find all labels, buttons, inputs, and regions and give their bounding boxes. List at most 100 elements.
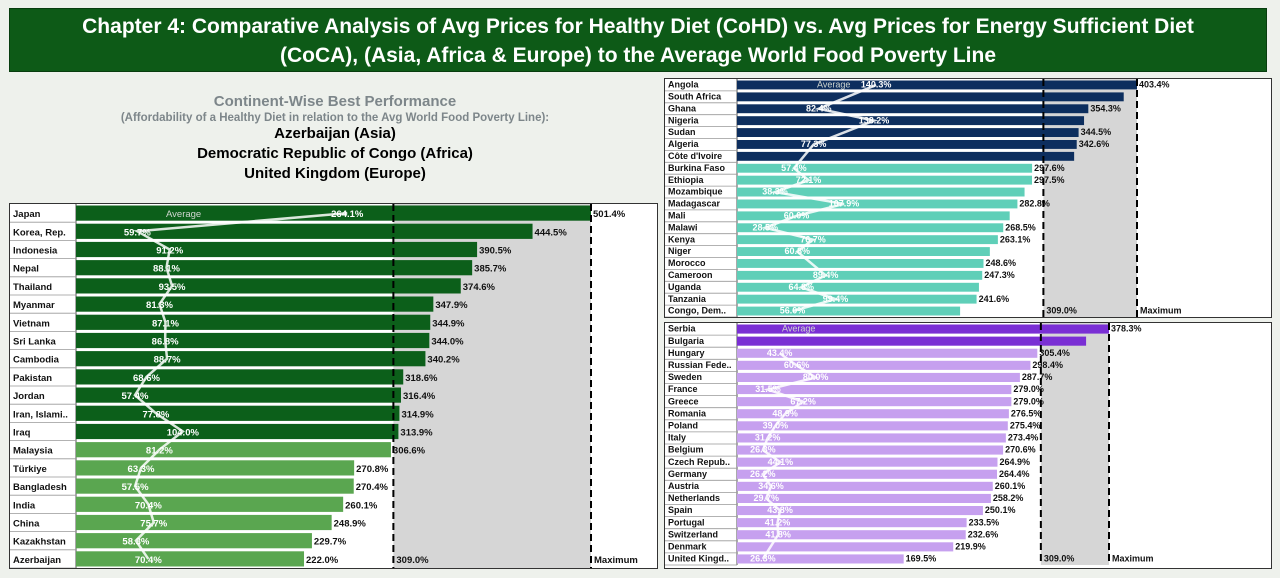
africa-category-label: Malawi (668, 222, 698, 232)
asia-category-label: Cambodia (13, 355, 60, 366)
europe-bar (737, 493, 991, 503)
europe-category-label: Spain (668, 505, 693, 515)
africa-value-label: 344.5% (1081, 127, 1112, 137)
asia-average-value-label: 70.4% (135, 555, 162, 566)
asia-value-label: 260.1% (345, 500, 378, 511)
europe-category-label: Russian Fede.. (668, 360, 732, 370)
asia-value-label: 248.9% (334, 519, 367, 530)
africa-average-value-label: 28.5% (752, 222, 778, 232)
europe-bar (737, 445, 1004, 455)
asia-value-label: 444.5% (535, 227, 568, 238)
europe-bar (737, 385, 1012, 395)
asia-average-value-label: 81.3% (146, 300, 173, 311)
europe-maximum-label: Maximum (1112, 554, 1154, 564)
asia-bar (76, 533, 312, 549)
africa-average-value-label: 72.1% (796, 175, 822, 185)
asia-category-label: China (13, 519, 40, 530)
europe-bar (737, 433, 1006, 443)
africa-bar (737, 92, 1124, 102)
asia-average-value-label: 68.6% (133, 373, 160, 384)
europe-value-label: 276.5% (1011, 408, 1042, 418)
asia-max-band (393, 204, 591, 568)
africa-value-label: 282.8% (1019, 199, 1050, 209)
asia-bar (76, 405, 400, 421)
africa-bar (737, 163, 1033, 173)
africa-value-label: 248.6% (986, 258, 1017, 268)
europe-value-label: 275.4% (1010, 421, 1041, 431)
europe-value-label: 219.9% (955, 542, 986, 552)
asia-bar (76, 478, 354, 494)
asia-bar (76, 369, 404, 385)
asia-average-value-label: 88.1% (153, 264, 180, 275)
europe-value-label: 279.0% (1013, 396, 1044, 406)
africa-maximum-label: Maximum (1140, 306, 1182, 316)
asia-value-label: 374.6% (463, 282, 496, 293)
asia-value-label: 270.4% (356, 482, 389, 493)
best-europe: United Kingdom (Europe) (244, 165, 426, 182)
africa-category-label: Cameroon (668, 270, 713, 280)
africa-average-value-label: 99.4% (823, 294, 849, 304)
africa-average-value-label: 82.4% (806, 103, 832, 113)
asia-bar (76, 332, 430, 349)
europe-average-value-label: 67.2% (790, 396, 816, 406)
asia-bar (76, 260, 473, 276)
africa-average-value-label: 107.9% (829, 199, 860, 209)
africa-average-value-label: 77.3% (801, 139, 827, 149)
africa-category-label: Burkina Faso (668, 163, 726, 173)
africa-bar-chart: Angola 403.4% South Africa Ghana 354.3% Niger… (665, 79, 1182, 318)
asia-value-label: 306.6% (393, 446, 426, 457)
africa-category-label: Morocco (668, 258, 706, 268)
europe-category-label: Germany (668, 469, 707, 479)
europe-average-label: Average (782, 324, 815, 334)
europe-category-label: France (668, 384, 698, 394)
asia-category-label: India (13, 500, 36, 511)
asia-bar (76, 351, 426, 367)
asia-category-label: Thailand (13, 282, 52, 293)
africa-bar (737, 282, 979, 292)
europe-reference-label: 309.0% (1044, 554, 1075, 564)
africa-bar (737, 128, 1079, 137)
europe-value-label: 232.6% (968, 529, 999, 539)
europe-value-label: 305.4% (1039, 348, 1070, 358)
europe-category-label: Belgium (668, 445, 704, 455)
europe-average-value-label: 31.5% (755, 384, 781, 394)
europe-bar (737, 348, 1038, 358)
africa-average-value-label: 60.0% (784, 210, 810, 220)
europe-category-label: Poland (668, 421, 698, 431)
europe-value-label: 264.4% (999, 469, 1030, 479)
africa-max-band (1043, 79, 1137, 317)
asia-category-label: Korea, Rep. (13, 227, 66, 238)
europe-value-label: 273.4% (1008, 433, 1039, 443)
asia-value-label: 501.4% (593, 209, 626, 220)
asia-bar (76, 423, 399, 440)
africa-average-value-label: 76.7% (800, 234, 826, 244)
europe-average-value-label: 39.0% (763, 421, 789, 431)
europe-average-value-label: 26.3% (750, 554, 776, 564)
asia-category-label: Myanmar (13, 300, 55, 311)
europe-average-value-label: 80.0% (803, 372, 829, 382)
africa-average-value-label: 60.8% (785, 246, 811, 256)
europe-chart-panel: Serbia 378.3% Bulgaria Hungary 305.4% Russian… (664, 322, 1272, 569)
asia-average-value-label: 75.7% (140, 519, 167, 530)
asia-category-label: Azerbaijan (13, 555, 61, 566)
asia-average-value-label: 264.1% (331, 209, 364, 220)
africa-category-label: Côte d'Ivoire (668, 151, 722, 161)
africa-category-label: Algeria (668, 139, 700, 149)
africa-value-label: 263.1% (1000, 234, 1031, 244)
best-performance-subtitle: (Affordability of a Healthy Diet in rela… (120, 112, 550, 124)
europe-category-label: Netherlands (668, 493, 720, 503)
africa-value-label: 241.6% (979, 294, 1010, 304)
africa-value-label: 342.6% (1079, 139, 1110, 149)
europe-category-label: Switzerland (668, 529, 718, 539)
africa-value-label: 268.5% (1005, 222, 1036, 232)
europe-category-label: Austria (668, 481, 700, 491)
africa-bar (737, 235, 998, 245)
asia-average-value-label: 91.2% (156, 246, 183, 257)
asia-average-value-label: 88.7% (154, 355, 181, 366)
europe-bar (737, 530, 966, 540)
asia-bar-chart: Japan 501.4% Korea, Rep. 444.5% Indonesia 390… (10, 204, 638, 569)
asia-average-line (133, 211, 348, 560)
africa-category-label: Sudan (668, 127, 696, 137)
asia-average-value-label: 77.8% (142, 409, 169, 420)
europe-value-label: 250.1% (985, 505, 1016, 515)
